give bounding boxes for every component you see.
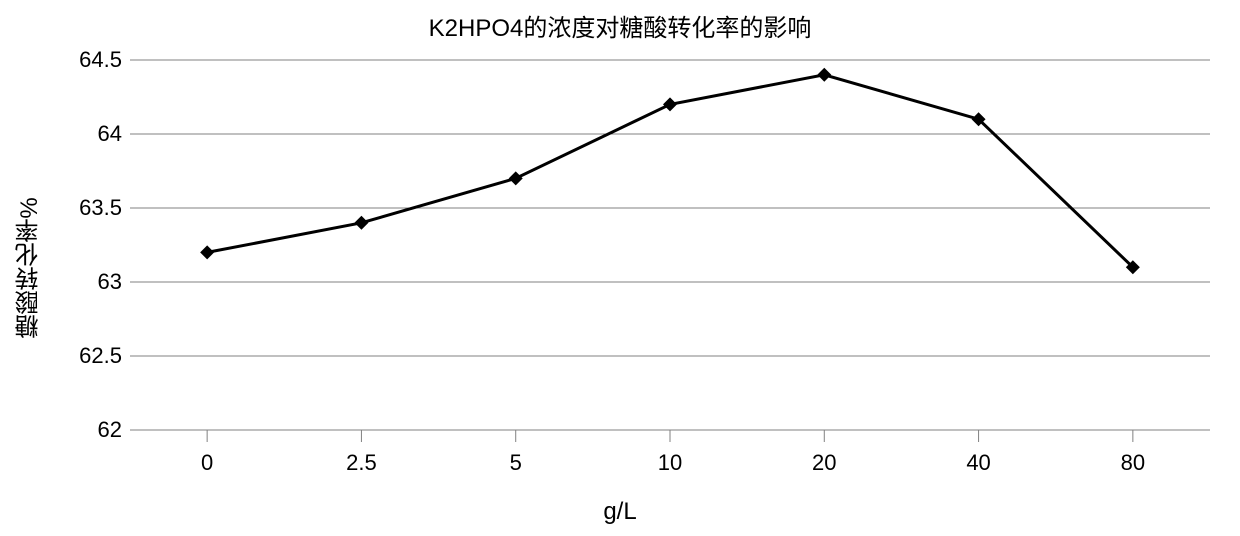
data-marker xyxy=(663,97,677,111)
x-tick-label: 0 xyxy=(201,450,213,476)
x-axis-label: g/L xyxy=(0,498,1240,526)
chart-title: K2HPO4的浓度对糖酸转化率的影响 xyxy=(0,8,1240,43)
y-tick-label: 63.5 xyxy=(79,195,122,221)
y-tick-label: 62.5 xyxy=(79,343,122,369)
data-marker xyxy=(200,245,214,259)
y-tick-label: 63 xyxy=(98,269,122,295)
x-tick-label: 2.5 xyxy=(346,450,377,476)
plot-area: 6262.56363.56464.502.5510204080 xyxy=(130,60,1210,430)
y-tick-label: 62 xyxy=(98,417,122,443)
x-tick-label: 40 xyxy=(966,450,990,476)
data-marker xyxy=(817,68,831,82)
x-tick-label: 5 xyxy=(510,450,522,476)
y-tick-label: 64 xyxy=(98,121,122,147)
y-axis-label: 糖酸转化率% xyxy=(12,197,47,338)
x-tick-label: 80 xyxy=(1121,450,1145,476)
data-marker xyxy=(509,171,523,185)
y-tick-label: 64.5 xyxy=(79,47,122,73)
chart-container: K2HPO4的浓度对糖酸转化率的影响 糖酸转化率% g/L 6262.56363… xyxy=(0,0,1240,536)
x-tick-label: 20 xyxy=(812,450,836,476)
data-marker xyxy=(354,216,368,230)
x-tick-label: 10 xyxy=(658,450,682,476)
plot-svg xyxy=(130,60,1210,430)
